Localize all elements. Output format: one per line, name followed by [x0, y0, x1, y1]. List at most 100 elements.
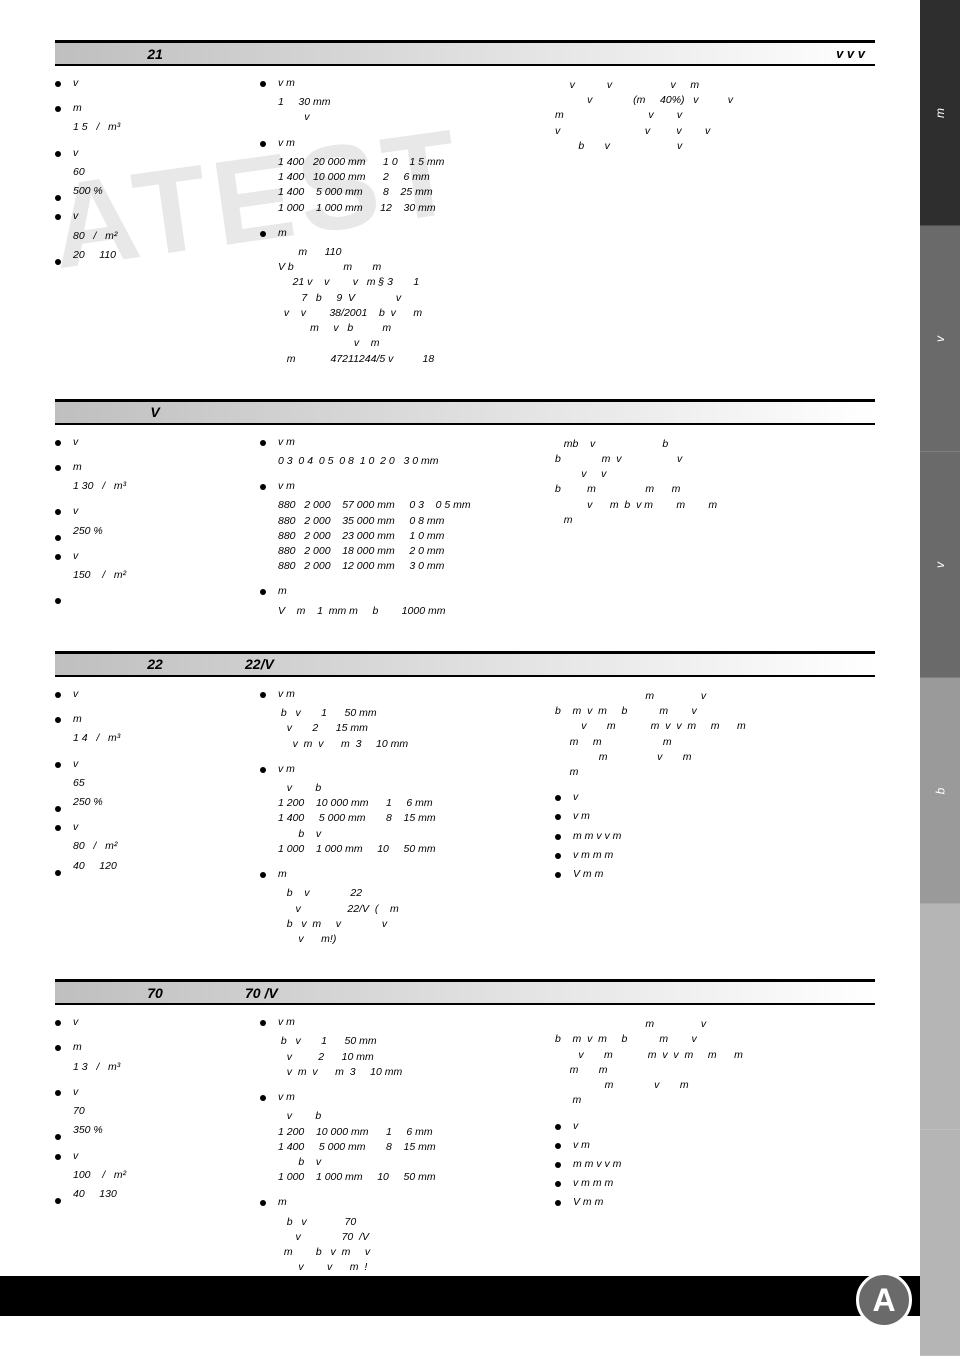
list-item-sub: m 110 V b m m 21 v v v m § 3 1 7 b 9 V v…	[260, 245, 543, 367]
list-item-sub: 1 30 mm v	[260, 95, 543, 125]
col-mid: v m b v 1 50 mm v 2 15 mm v m v m 3 10 m…	[260, 687, 555, 957]
col-mid: v m0 3 0 4 0 5 0 8 1 0 2 0 3 0 mmv m880 …	[260, 435, 555, 629]
section-22: 22 22/V vm1 4 / m³v65 250 %v80 / m² 40 1…	[55, 651, 875, 957]
list-item-sub: 100 / m²	[55, 1168, 248, 1183]
list-item-sub: 1 3 / m³	[55, 1060, 248, 1075]
list-item: v	[55, 820, 248, 835]
sidebar: m v v b	[920, 0, 960, 1356]
list-item: m	[55, 1040, 248, 1055]
list-item: V m m	[555, 1195, 875, 1210]
section-21: 21 v v v vm1 5 / m³v60 500 %v80 / m² 20 …	[55, 40, 875, 377]
list-item: m	[260, 226, 543, 241]
list-item-sub: V m 1 mm m b 1000 mm	[260, 604, 543, 619]
right-bullets: v v mm m v v m v m m mV m m	[555, 790, 875, 882]
sidebar-tab[interactable]: v	[920, 452, 960, 678]
list-item-sub: 250 %	[55, 795, 248, 810]
list-item-sub: 80 / m²	[55, 839, 248, 854]
sidebar-tab-label: v	[933, 562, 947, 568]
section-title-right: v v v	[836, 46, 865, 61]
list-item-sub: v b 1 200 10 000 mm 1 6 mm 1 400 5 000 m…	[260, 1109, 543, 1185]
list-item: v	[55, 504, 248, 519]
list-item-sub: 1 400 20 000 mm 1 0 1 5 mm 1 400 10 000 …	[260, 155, 543, 216]
list-item-sub: b v 1 50 mm v 2 10 mm v m v m 3 10 mm	[260, 1034, 543, 1080]
section-header: 22 22/V	[55, 651, 875, 677]
list-item: v	[55, 757, 248, 772]
section-70: 70 70 /V vm1 3 / m³v70 350 %v100 / m² 40…	[55, 979, 875, 1285]
col-right: m v b m v m b m v v m m v v m m m m m m …	[555, 687, 875, 957]
list-item-sub: 1 30 / m³	[55, 479, 248, 494]
section-title-2: 22/V	[245, 656, 445, 672]
list-item: v	[55, 549, 248, 564]
col-left: vm1 4 / m³v65 250 %v80 / m² 40 120	[55, 687, 260, 957]
sidebar-tab[interactable]	[920, 904, 960, 1130]
list-item: m	[260, 584, 543, 599]
list-item: v m m m	[555, 848, 875, 863]
list-item-sub: b v 1 50 mm v 2 15 mm v m v m 3 10 mm	[260, 706, 543, 752]
list-item: v	[55, 435, 248, 450]
list-item: v m	[555, 809, 875, 824]
col-right: m v b m v m b m v v m m v v m m m m m m …	[555, 1015, 875, 1285]
list-item-sub: 65	[55, 776, 248, 791]
list-item: v	[55, 687, 248, 702]
list-item-sub: 250 %	[55, 524, 248, 539]
col-right: mb v b b m v v v v b m m m v m b v m m m…	[555, 435, 875, 629]
list-item: m	[55, 460, 248, 475]
list-item: v	[55, 209, 248, 224]
list-item-sub: 350 %	[55, 1123, 248, 1138]
section-title-2: 70 /V	[245, 985, 445, 1001]
list-item: V m m	[555, 867, 875, 882]
col-mid: v m b v 1 50 mm v 2 10 mm v m v m 3 10 m…	[260, 1015, 555, 1285]
sidebar-tab-label: b	[933, 787, 947, 794]
list-item: v	[555, 1119, 875, 1134]
list-item-sub: 60	[55, 165, 248, 180]
sidebar-tab[interactable]	[920, 1130, 960, 1356]
sidebar-tab[interactable]: b	[920, 678, 960, 904]
section-title: 21	[65, 46, 245, 62]
right-text: m v b m v m b m v v m m v v m m m m m m …	[555, 689, 875, 780]
list-item: v	[55, 76, 248, 91]
list-item-sub: 1 5 / m³	[55, 120, 248, 135]
section-body: vm1 30 / m³v 250 %v150 / m² v m0 3 0 4 0…	[55, 425, 875, 629]
section-header: 70 70 /V	[55, 979, 875, 1005]
list-item: v m	[260, 479, 543, 494]
content-area: 21 v v v vm1 5 / m³v60 500 %v80 / m² 20 …	[55, 40, 875, 1307]
list-item-sub: 40 120	[55, 859, 248, 874]
list-item: v	[55, 1015, 248, 1030]
list-item: m	[55, 712, 248, 727]
list-item-sub: 500 %	[55, 184, 248, 199]
right-text: m v b m v m b m v v m m v v m m m m m m …	[555, 1017, 875, 1108]
col-left: vm1 5 / m³v60 500 %v80 / m² 20 110	[55, 76, 260, 377]
sidebar-tab-label: m	[933, 108, 947, 118]
list-item: v	[55, 146, 248, 161]
section-badge-a: A	[856, 1272, 912, 1328]
sidebar-tab[interactable]: m	[920, 0, 960, 226]
list-item-sub: v b 1 200 10 000 mm 1 6 mm 1 400 5 000 m…	[260, 781, 543, 857]
list-item: v m	[260, 1090, 543, 1105]
list-item: v m	[260, 435, 543, 450]
list-item: v m m m	[555, 1176, 875, 1191]
section-v: V vm1 30 / m³v 250 %v150 / m² v m0 3 0 4…	[55, 399, 875, 629]
list-item: v m	[260, 1015, 543, 1030]
list-item-sub: 40 130	[55, 1187, 248, 1202]
list-item-sub: 80 / m²	[55, 229, 248, 244]
list-item-sub: b v 70 v 70 /V m b v m v v v m !	[260, 1215, 543, 1276]
col-left: vm1 30 / m³v 250 %v150 / m²	[55, 435, 260, 629]
list-item: m	[55, 101, 248, 116]
list-item: v m	[260, 136, 543, 151]
col-left: vm1 3 / m³v70 350 %v100 / m² 40 130	[55, 1015, 260, 1285]
right-bullets: v v m m m v v m v m m m V m m	[555, 1119, 875, 1211]
list-item: m	[260, 1195, 543, 1210]
list-item: m m v v m	[555, 1157, 875, 1172]
section-title: 70	[65, 985, 245, 1001]
section-body: vm1 5 / m³v60 500 %v80 / m² 20 110 v m1 …	[55, 66, 875, 377]
sidebar-tab[interactable]: v	[920, 226, 960, 452]
list-item: v	[55, 1149, 248, 1164]
list-item: v	[55, 1085, 248, 1100]
list-item-sub: b v 22 v 22/V ( m b v m v v v m!)	[260, 886, 543, 947]
right-text: mb v b b m v v v v b m m m v m b v m m m…	[555, 437, 875, 528]
list-item: v m	[555, 1138, 875, 1153]
list-item-sub: 20 110	[55, 248, 248, 263]
list-item: m	[260, 867, 543, 882]
col-mid: v m1 30 mm vv m1 400 20 000 mm 1 0 1 5 m…	[260, 76, 555, 377]
list-item-sub: 1 4 / m³	[55, 731, 248, 746]
